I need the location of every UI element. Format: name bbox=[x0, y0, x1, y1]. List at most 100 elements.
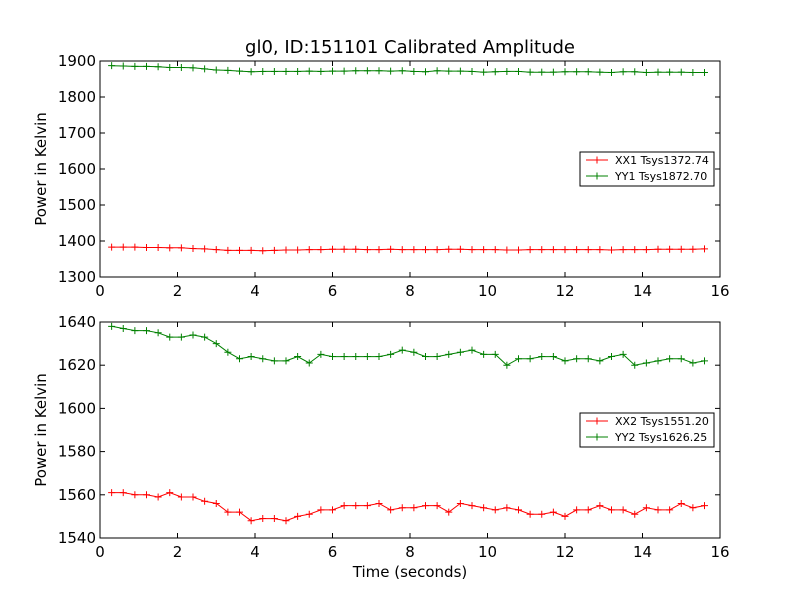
data-point bbox=[154, 329, 162, 337]
x-tick-label: 10 bbox=[478, 282, 497, 300]
data-point bbox=[445, 350, 453, 358]
data-point bbox=[177, 493, 185, 501]
legend: XX1 Tsys1372.74 YY1 Tsys1872.70 bbox=[579, 151, 715, 187]
data-point bbox=[305, 246, 313, 254]
data-point bbox=[456, 499, 464, 507]
data-point bbox=[619, 506, 627, 514]
data-point bbox=[398, 346, 406, 354]
data-point bbox=[526, 68, 534, 76]
data-point bbox=[433, 353, 441, 361]
data-point bbox=[445, 508, 453, 516]
data-point bbox=[677, 355, 685, 363]
data-point bbox=[270, 357, 278, 365]
data-point bbox=[619, 350, 627, 358]
legend-marker bbox=[593, 156, 601, 164]
data-point bbox=[131, 62, 139, 70]
data-point bbox=[573, 355, 581, 363]
data-point bbox=[689, 69, 697, 77]
data-point bbox=[538, 353, 546, 361]
y-tick-label: 1700 bbox=[58, 124, 96, 142]
data-point bbox=[387, 67, 395, 75]
x-tick-label: 14 bbox=[633, 282, 652, 300]
data-point bbox=[480, 350, 488, 358]
series-line-1-2 bbox=[111, 65, 705, 74]
data-point bbox=[177, 63, 185, 71]
x-tick-label: 8 bbox=[405, 543, 415, 561]
data-point bbox=[317, 67, 325, 75]
data-point bbox=[677, 499, 685, 507]
data-point bbox=[584, 355, 592, 363]
y-tick-label: 1300 bbox=[58, 268, 96, 286]
y-tick-label: 1500 bbox=[58, 196, 96, 214]
legend-entry: YY1 Tsys1872.70 bbox=[614, 170, 707, 183]
data-point bbox=[422, 246, 429, 254]
data-point bbox=[305, 510, 313, 518]
x-tick-label: 14 bbox=[633, 543, 652, 561]
data-point bbox=[154, 243, 162, 251]
data-point bbox=[573, 506, 581, 514]
data-point bbox=[247, 517, 255, 525]
data-point bbox=[410, 67, 418, 75]
data-point bbox=[538, 68, 546, 76]
data-point bbox=[282, 357, 290, 365]
x-tick-label: 12 bbox=[555, 543, 574, 561]
data-point bbox=[549, 508, 557, 516]
y-tick-label: 1600 bbox=[58, 160, 96, 178]
y-tick-label: 1620 bbox=[58, 356, 96, 374]
data-point bbox=[654, 357, 662, 365]
data-point bbox=[329, 245, 336, 253]
data-point bbox=[236, 355, 243, 363]
data-point bbox=[212, 66, 220, 74]
y-tick-label: 1560 bbox=[58, 486, 96, 504]
data-point bbox=[224, 246, 232, 254]
y-tick-label: 1800 bbox=[58, 88, 96, 106]
data-point bbox=[119, 243, 127, 251]
data-point bbox=[294, 353, 302, 361]
data-point bbox=[503, 504, 511, 512]
data-point bbox=[573, 246, 581, 254]
data-point bbox=[166, 244, 174, 252]
data-point bbox=[422, 353, 429, 361]
data-point bbox=[375, 246, 383, 254]
data-point bbox=[282, 517, 290, 525]
data-point bbox=[538, 246, 546, 254]
y-axis-label: Power in Kelvin bbox=[32, 373, 50, 487]
data-point bbox=[608, 353, 615, 361]
data-point bbox=[491, 506, 499, 514]
data-point bbox=[329, 353, 336, 361]
series-line-2-2 bbox=[111, 325, 705, 366]
data-point bbox=[294, 67, 302, 75]
data-point bbox=[259, 247, 267, 255]
data-point bbox=[387, 245, 395, 253]
data-point bbox=[549, 353, 557, 361]
data-point bbox=[468, 502, 476, 510]
data-point bbox=[236, 246, 243, 254]
data-point bbox=[352, 502, 360, 510]
data-point bbox=[689, 359, 697, 367]
data-point bbox=[503, 246, 511, 254]
data-point bbox=[608, 69, 615, 77]
data-point bbox=[503, 361, 511, 369]
data-point bbox=[329, 67, 336, 75]
data-point bbox=[143, 327, 150, 335]
data-point bbox=[236, 67, 243, 75]
data-point bbox=[201, 65, 209, 73]
x-tick-label: 6 bbox=[328, 543, 338, 561]
data-point bbox=[515, 246, 522, 254]
data-point bbox=[666, 506, 674, 514]
data-point bbox=[491, 68, 499, 76]
data-point bbox=[491, 246, 499, 254]
data-point bbox=[108, 322, 116, 330]
data-point bbox=[340, 67, 348, 75]
data-point bbox=[631, 510, 639, 518]
data-point bbox=[305, 359, 313, 367]
y-tick-label: 1600 bbox=[58, 399, 96, 417]
data-point bbox=[631, 361, 639, 369]
legend-marker bbox=[593, 172, 601, 180]
legend-box bbox=[579, 412, 715, 448]
data-point bbox=[596, 68, 604, 76]
data-point bbox=[549, 68, 557, 76]
data-point bbox=[468, 346, 476, 354]
data-point bbox=[468, 246, 476, 254]
